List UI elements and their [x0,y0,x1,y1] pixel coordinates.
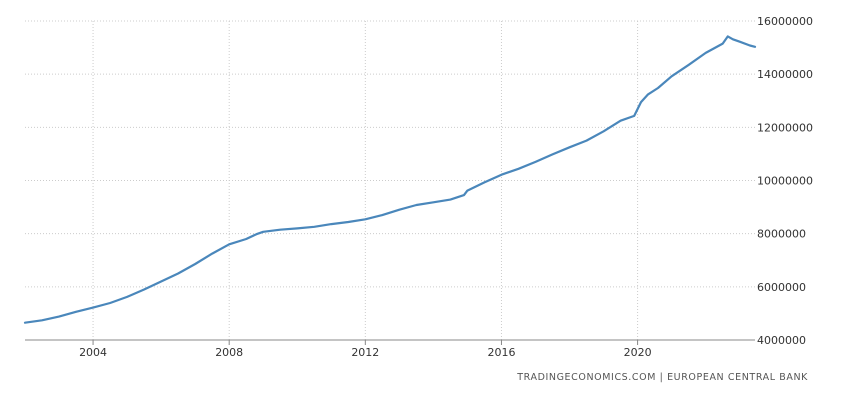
y-tick-label: 6000000 [757,281,806,294]
source-attribution: TRADINGECONOMICS.COM | EUROPEAN CENTRAL … [517,372,808,383]
gridlines [25,20,755,340]
y-axis: 4000000 6000000 8000000 10000000 12000000 140… [757,15,813,347]
x-tick-label: 2004 [79,346,107,359]
x-tick-label: 2016 [487,346,515,359]
x-tick-label: 2020 [624,346,652,359]
y-tick-label: 12000000 [757,121,813,134]
y-tick-label: 10000000 [757,175,813,188]
y-tick-label: 4000000 [757,334,806,347]
x-tick-label: 2008 [215,346,243,359]
x-tick-label: 2012 [351,346,379,359]
y-tick-label: 14000000 [757,68,813,81]
y-tick-label: 16000000 [757,15,813,28]
y-tick-label: 8000000 [757,228,806,241]
series-line [23,35,757,324]
x-axis: 2004 2008 2012 2016 2020 [79,340,652,359]
